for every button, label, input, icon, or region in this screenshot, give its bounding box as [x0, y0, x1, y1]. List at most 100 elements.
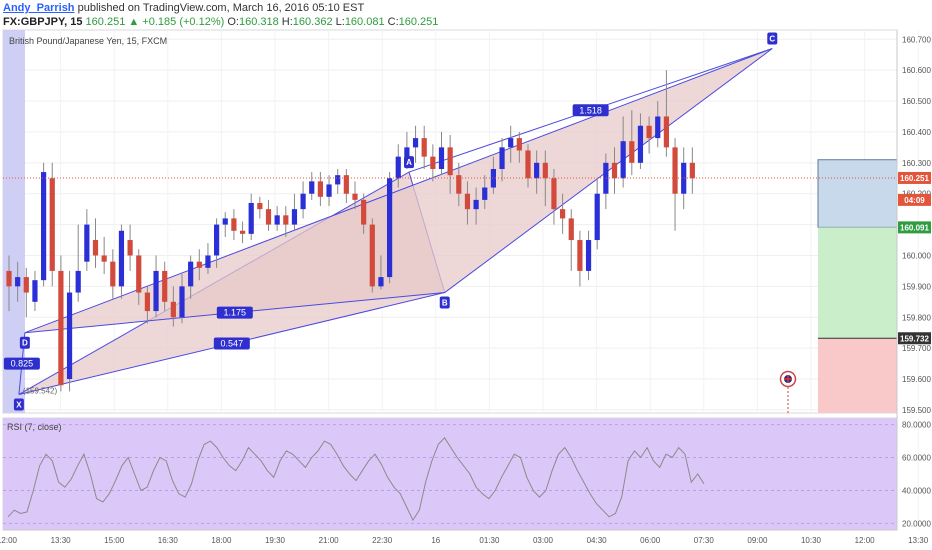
target-price-tag: 160.091	[900, 223, 929, 232]
x-tick-label: 16:30	[158, 536, 179, 545]
candle-body	[23, 277, 29, 293]
stop-price-tag: 159.732	[900, 334, 929, 343]
y-tick-label: 160.700	[902, 35, 931, 44]
stop-price-tag-box	[898, 332, 931, 345]
candle-body	[473, 199, 479, 210]
candle-body	[188, 261, 194, 287]
point-tag-b	[439, 296, 450, 309]
published-text: published on TradingView.com, March 16, …	[77, 2, 365, 14]
chart-header: Andy_Parrish published on TradingView.co…	[3, 1, 923, 31]
candle-body	[585, 240, 592, 271]
chart-title: British Pound/Japanese Yen, 15, FXCM	[9, 36, 167, 46]
y-tick-label: 159.600	[902, 375, 931, 384]
candle-body	[136, 255, 142, 293]
x-tick-label: 01:30	[479, 536, 500, 545]
rsi-tick-label: 20.0000	[902, 519, 931, 528]
candle-body	[447, 147, 453, 176]
candle-body	[127, 240, 133, 256]
last-price-tag: 160.251	[900, 174, 929, 183]
point-tag-a	[404, 156, 414, 169]
y-tick-label: 159.900	[902, 282, 931, 291]
candle-body	[378, 277, 384, 287]
y-tick-label: 159.500	[902, 406, 931, 415]
candle-body	[326, 184, 332, 197]
candle-body	[309, 181, 315, 194]
candle-body	[681, 162, 687, 194]
point-tag-x	[13, 398, 24, 411]
candle-body	[222, 218, 228, 225]
candle-body	[629, 141, 635, 163]
candle-body	[620, 141, 626, 179]
x-tick-label: 13:30	[51, 536, 72, 545]
x-tick-label: 16	[431, 536, 440, 545]
session-band	[3, 30, 25, 413]
candle-body	[438, 147, 445, 169]
candle-body	[534, 162, 540, 179]
candle-body	[317, 181, 323, 197]
rsi-pane[interactable]	[2, 417, 932, 531]
ratio-xb-label-box	[213, 337, 250, 350]
up-arrow-icon: ▲	[128, 16, 140, 28]
close-value: 160.251	[398, 16, 439, 28]
candle-body	[404, 147, 410, 157]
candle-body	[15, 277, 21, 287]
candle-body	[179, 286, 185, 318]
x-point-price: (159.542)	[23, 386, 58, 395]
y-tick-label: 160.500	[902, 97, 931, 106]
candle-body	[421, 138, 427, 157]
candle-body	[239, 230, 246, 234]
candle-body	[369, 224, 375, 287]
y-tick-label: 160.400	[902, 128, 931, 137]
candle-body	[84, 224, 90, 262]
point-tag-d	[19, 336, 30, 349]
point-tag-c	[767, 32, 778, 45]
candle-body	[361, 199, 367, 225]
axes: 160.700 160.600 160.500 160.400 160.300 160.2…	[0, 30, 931, 545]
publish-line: Andy_Parrish published on TradingView.co…	[3, 1, 923, 15]
candle-body	[101, 255, 107, 262]
candle-body	[611, 162, 618, 179]
candle-body	[283, 215, 289, 225]
entry-box	[817, 159, 898, 228]
x-tick-label: 04:30	[587, 536, 608, 545]
ohlc-line: FX:GBPJPY, 15 160.251 ▲ +0.185 (+0.12%) …	[3, 15, 923, 29]
high-label: H:	[281, 16, 293, 28]
last-price: 160.251	[85, 16, 126, 28]
candle-body	[231, 218, 237, 231]
candle-body	[265, 209, 272, 225]
candle-body	[343, 175, 349, 194]
candle-body	[162, 270, 168, 302]
candle-body	[672, 147, 678, 194]
rsi-tick-label: 40.0000	[902, 486, 931, 495]
candle-body	[508, 138, 514, 148]
candle-body	[170, 301, 176, 318]
low-value: 160.081	[344, 16, 385, 28]
ratio-ac-label: 1.518	[579, 105, 602, 115]
symbol-label[interactable]: FX:GBPJPY, 15	[3, 16, 83, 28]
last-price-tag-box	[898, 171, 931, 184]
candle-body	[456, 175, 462, 194]
candle-body	[118, 230, 125, 287]
candle-body	[603, 162, 609, 194]
x-tick-label: 18:00	[211, 536, 232, 545]
main-pane[interactable]: 0.547 1.518 1.175 0.825 X A B C D (159.542)	[2, 29, 932, 414]
point-label-a: A	[406, 158, 412, 167]
ratio-ac-label-box	[572, 104, 609, 117]
y-tick-label: 159.800	[902, 313, 931, 322]
open-label: O:	[227, 16, 239, 28]
countdown-tag: 04:09	[904, 196, 925, 205]
candle-body	[300, 193, 306, 210]
ratio-xd-label: 0.825	[11, 359, 34, 369]
y-tick-label: 160.000	[902, 251, 931, 260]
candle-body	[41, 172, 47, 281]
x-tick-label: 07:30	[694, 536, 715, 545]
candle-body	[412, 138, 419, 148]
candle-body	[352, 193, 358, 200]
candle-body	[551, 178, 557, 210]
candle-body	[110, 261, 116, 287]
author-link[interactable]: Andy_Parrish	[3, 2, 75, 14]
candle-body	[560, 209, 566, 219]
candle-body	[689, 162, 695, 179]
x-tick-label: 22:30	[372, 536, 393, 545]
